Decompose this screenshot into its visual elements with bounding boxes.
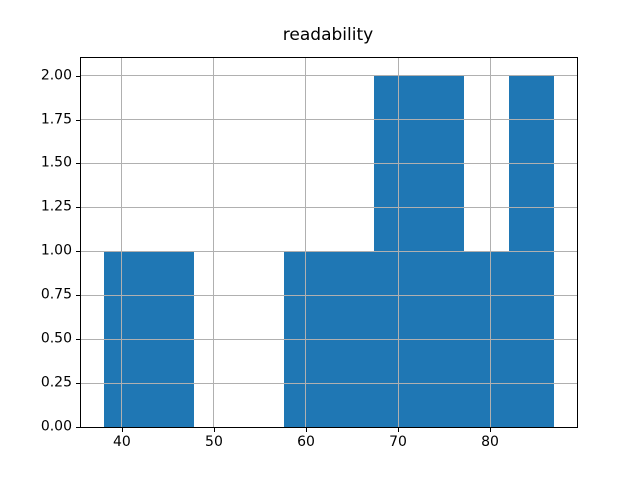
y-tick-mark: [76, 163, 80, 165]
y-gridline: [81, 75, 577, 77]
y-tick-mark: [76, 339, 80, 341]
x-tick-label: 40: [113, 434, 131, 450]
y-tick-label: 1.50: [40, 154, 72, 171]
x-tick-label: 60: [297, 434, 315, 450]
y-tick-mark: [76, 295, 80, 297]
y-tick-mark: [76, 251, 80, 253]
y-gridline: [81, 119, 577, 120]
x-tick-mark: [121, 428, 123, 432]
x-gridline: [305, 58, 307, 427]
y-tick-label: 1.75: [40, 111, 72, 127]
plot-area: [80, 57, 578, 428]
x-gridline: [213, 58, 215, 427]
y-tick-label: 0.00: [40, 418, 72, 435]
y-tick-mark: [76, 383, 80, 385]
y-gridline: [81, 162, 577, 164]
x-tick-mark: [213, 428, 215, 432]
gridlines-layer: [81, 58, 577, 427]
chart-title: readability: [282, 25, 374, 45]
x-tick-label: 80: [481, 434, 499, 450]
y-gridline: [81, 294, 577, 296]
x-tick-mark: [305, 428, 307, 432]
y-gridline: [81, 382, 577, 384]
x-tick-mark: [398, 428, 400, 432]
y-tick-mark: [76, 119, 80, 121]
x-tick-label: 70: [389, 434, 407, 450]
y-tick-mark: [76, 427, 80, 428]
y-tick-label: 1.00: [40, 242, 72, 259]
y-gridline: [81, 250, 577, 252]
x-gridline: [489, 58, 491, 427]
y-tick-mark: [76, 75, 80, 77]
y-tick-label: 0.25: [40, 374, 72, 391]
x-gridline: [121, 58, 123, 427]
y-tick-label: 1.25: [40, 198, 72, 215]
x-tick-label: 50: [205, 434, 223, 450]
y-tick-label: 0.75: [40, 286, 72, 303]
y-tick-label: 0.50: [40, 330, 72, 347]
y-tick-label: 2.00: [40, 67, 72, 84]
y-gridline: [81, 338, 577, 340]
y-gridline: [81, 206, 577, 208]
x-tick-mark: [490, 428, 492, 432]
x-gridline: [397, 58, 399, 427]
y-tick-mark: [76, 207, 80, 209]
